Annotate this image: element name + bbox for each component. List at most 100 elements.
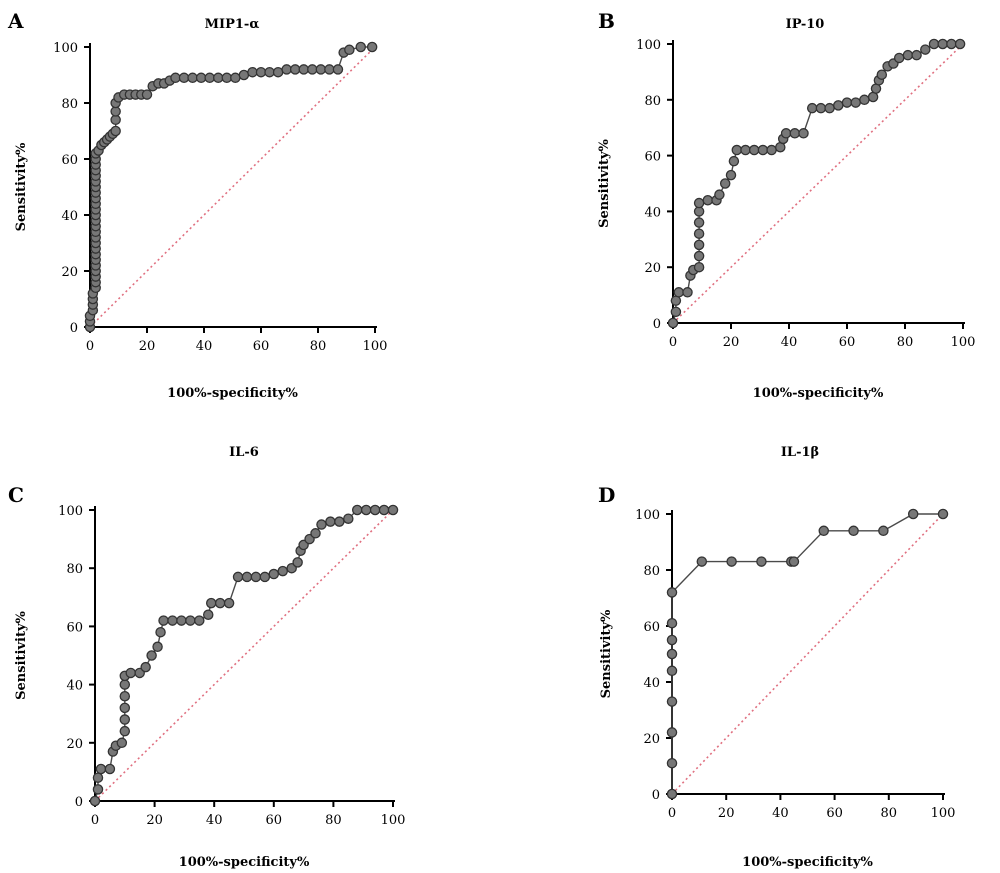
roc-point xyxy=(140,661,151,673)
y-tick-label: 0 xyxy=(652,788,660,803)
roc-point xyxy=(666,727,678,738)
roc-point xyxy=(833,100,844,111)
roc-point xyxy=(255,66,267,78)
roc-point xyxy=(92,784,104,795)
y-tick-label: 40 xyxy=(66,679,83,694)
panel-letter: D xyxy=(598,483,615,507)
roc-point xyxy=(259,571,271,583)
roc-point xyxy=(876,69,888,80)
y-tick-label: 20 xyxy=(643,732,660,747)
roc-point xyxy=(893,52,905,64)
x-tick-label: 0 xyxy=(86,339,94,354)
x-axis-title: 100%-specificity% xyxy=(753,386,884,401)
roc-point xyxy=(878,525,889,537)
y-tick-label: 60 xyxy=(643,620,660,635)
roc-point xyxy=(202,609,214,621)
roc-point xyxy=(693,228,705,239)
x-axis-title: 100%-specificity% xyxy=(742,855,873,870)
roc-curve-line xyxy=(94,509,393,802)
roc-point xyxy=(289,64,301,75)
roc-point xyxy=(728,155,740,167)
roc-point xyxy=(332,64,344,75)
x-tick-label: 60 xyxy=(839,335,856,350)
roc-point xyxy=(937,38,948,50)
roc-point xyxy=(666,617,678,629)
roc-point xyxy=(355,41,366,53)
roc-point xyxy=(859,94,870,106)
y-tick-label: 0 xyxy=(70,321,78,336)
chart-panel-b: B IP-10 0 20 40 60 80 100 0 20 40 60 80 100 100%-speci… xyxy=(597,9,975,401)
roc-point xyxy=(116,737,128,749)
y-axis-title: Sensitivity% xyxy=(597,138,612,227)
roc-point xyxy=(788,556,800,567)
y-tick-label: 100 xyxy=(635,508,660,523)
x-tick-label: 60 xyxy=(826,806,843,821)
y-tick-label: 100 xyxy=(636,38,661,53)
y-tick-label: 0 xyxy=(653,317,661,332)
x-tick-label: 100 xyxy=(381,813,406,828)
roc-point xyxy=(343,513,354,524)
y-axis-title: Sensitivity% xyxy=(14,610,29,699)
roc-point xyxy=(911,49,922,61)
roc-point xyxy=(366,41,378,53)
roc-point xyxy=(292,557,303,568)
panel-letter: A xyxy=(7,9,24,33)
roc-point xyxy=(232,571,244,583)
roc-point xyxy=(238,69,250,81)
roc-point xyxy=(167,615,178,626)
x-tick-label: 80 xyxy=(325,813,342,828)
roc-point xyxy=(125,667,137,679)
y-tick-label: 80 xyxy=(643,564,660,579)
roc-point xyxy=(748,144,760,156)
reference-diagonal-line xyxy=(671,513,944,795)
chart-panel-d: D IL-1β 0 20 40 60 80 100 0 20 40 60 80 100 100%-speci… xyxy=(598,445,955,870)
roc-point xyxy=(221,72,233,84)
roc-point xyxy=(334,516,345,527)
roc-point xyxy=(298,64,309,75)
chart-title: IL-1β xyxy=(781,445,819,460)
roc-point xyxy=(693,197,705,209)
roc-point xyxy=(316,519,327,530)
roc-point xyxy=(141,89,153,100)
roc-point xyxy=(756,556,767,567)
roc-point xyxy=(693,239,705,251)
roc-point xyxy=(119,690,131,702)
roc-point xyxy=(848,525,859,537)
roc-point xyxy=(740,144,751,156)
roc-point xyxy=(666,587,678,598)
roc-point xyxy=(230,72,241,84)
roc-point xyxy=(920,44,931,55)
roc-point xyxy=(673,287,685,298)
roc-point xyxy=(325,516,336,527)
y-tick-label: 80 xyxy=(61,97,78,112)
x-tick-label: 20 xyxy=(139,339,156,354)
roc-point xyxy=(666,757,678,769)
roc-point xyxy=(158,615,169,626)
chart-title: IP-10 xyxy=(786,17,825,32)
roc-point xyxy=(95,763,107,775)
x-tick-label: 60 xyxy=(253,339,270,354)
roc-point xyxy=(824,102,835,114)
roc-point xyxy=(264,66,275,78)
y-tick-label: 80 xyxy=(644,94,661,109)
x-tick-label: 100 xyxy=(363,339,388,354)
roc-point xyxy=(798,128,809,139)
x-axis-title: 100%-specificity% xyxy=(167,386,298,401)
roc-point xyxy=(387,504,399,516)
roc-point xyxy=(247,66,258,78)
roc-point xyxy=(702,194,714,206)
y-tick-label: 80 xyxy=(66,562,83,577)
roc-point xyxy=(119,702,131,714)
x-tick-label: 40 xyxy=(196,339,213,354)
roc-point xyxy=(726,556,737,567)
roc-point xyxy=(178,72,190,84)
y-tick-label: 60 xyxy=(66,620,83,635)
panel-letter: C xyxy=(8,483,24,507)
roc-point xyxy=(731,144,743,156)
roc-point xyxy=(195,72,207,84)
x-tick-label: 40 xyxy=(206,813,223,828)
roc-point xyxy=(277,565,288,577)
roc-point xyxy=(954,38,966,50)
roc-point xyxy=(110,125,121,137)
roc-point xyxy=(250,571,262,583)
